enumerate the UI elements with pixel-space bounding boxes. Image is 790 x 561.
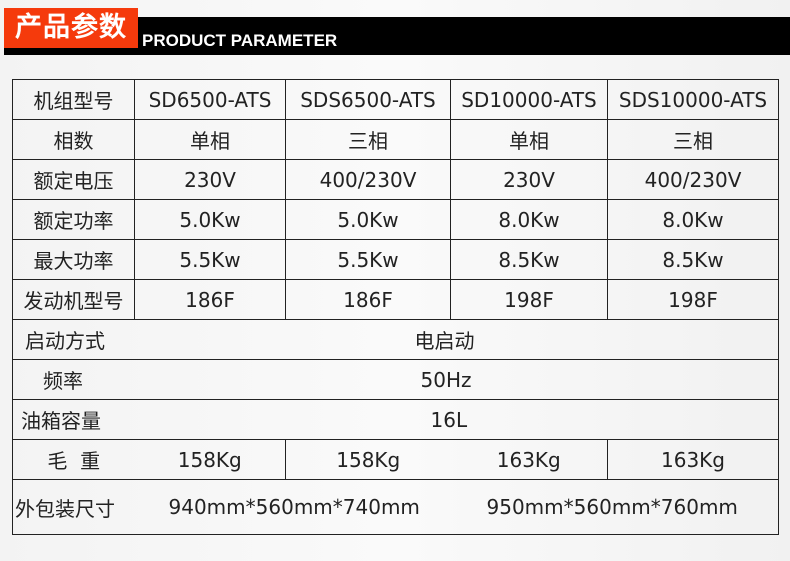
section-title-cn: 产品参数 (4, 8, 138, 48)
table-row: 相数 单相 三相 单相 三相 (12, 119, 779, 160)
table-row: 发动机型号 186F 186F 198F 198F (12, 279, 779, 320)
section-title-en: PRODUCT PARAMETER (142, 31, 338, 50)
cell: 5.5Kw (134, 239, 286, 280)
row-label: 启动方式 (12, 319, 135, 360)
table-row: 机组型号 SD6500-ATS SDS6500-ATS SD10000-ATS … (12, 79, 779, 120)
row-label: 最大功率 (12, 239, 135, 280)
cell: 186F (285, 279, 451, 320)
model-cell: SD6500-ATS (134, 79, 286, 120)
cell: 5.0Kw (134, 199, 286, 240)
cell: 158Kg (285, 439, 451, 480)
table-row: 启动方式 电启动 (12, 319, 779, 360)
table-row: 油箱容量 16L (12, 399, 779, 440)
cell: 940mm*560mm*740mm (134, 479, 451, 535)
cell: 单相 (134, 119, 286, 160)
cell: 8.0Kw (607, 199, 779, 240)
cell: 163Kg (607, 439, 779, 480)
model-cell: SD10000-ATS (450, 79, 608, 120)
model-cell: SDS6500-ATS (285, 79, 451, 120)
cell: 8.5Kw (450, 239, 608, 280)
row-label: 额定功率 (12, 199, 135, 240)
cell: 8.5Kw (607, 239, 779, 280)
cell: 50Hz (134, 359, 779, 400)
cell: 198F (607, 279, 779, 320)
cell: 16L (134, 399, 779, 440)
cell: 三相 (607, 119, 779, 160)
cell: 186F (134, 279, 286, 320)
cell: 400/230V (285, 159, 451, 200)
cell: 单相 (450, 119, 608, 160)
cell: 5.5Kw (285, 239, 451, 280)
table-row: 额定电压 230V 400/230V 230V 400/230V (12, 159, 779, 200)
cell: 163Kg (450, 439, 608, 480)
cell: 400/230V (607, 159, 779, 200)
row-label: 相数 (12, 119, 135, 160)
cell: 230V (450, 159, 608, 200)
row-label: 外包装尺寸 (12, 479, 135, 535)
row-label: 毛 重 (12, 439, 135, 480)
table-row: 频率 50Hz (12, 359, 779, 400)
cell: 三相 (285, 119, 451, 160)
row-label: 额定电压 (12, 159, 135, 200)
table-row: 最大功率 5.5Kw 5.5Kw 8.5Kw 8.5Kw (12, 239, 779, 280)
table-row: 毛 重 158Kg 158Kg 163Kg 163Kg (12, 439, 779, 480)
row-label: 发动机型号 (12, 279, 135, 320)
cell: 5.0Kw (285, 199, 451, 240)
model-cell: SDS10000-ATS (607, 79, 779, 120)
table-row: 外包装尺寸 940mm*560mm*740mm 950mm*560mm*760mm (12, 479, 779, 535)
cell: 230V (134, 159, 286, 200)
row-label: 频率 (12, 359, 135, 400)
cell: 电启动 (134, 319, 779, 360)
row-label: 机组型号 (12, 79, 135, 120)
cell: 950mm*560mm*760mm (450, 479, 779, 535)
row-label: 油箱容量 (12, 399, 135, 440)
cell: 8.0Kw (450, 199, 608, 240)
cell: 158Kg (134, 439, 286, 480)
cell: 198F (450, 279, 608, 320)
table-row: 额定功率 5.0Kw 5.0Kw 8.0Kw 8.0Kw (12, 199, 779, 240)
parameter-table: 机组型号 SD6500-ATS SDS6500-ATS SD10000-ATS … (12, 79, 779, 535)
